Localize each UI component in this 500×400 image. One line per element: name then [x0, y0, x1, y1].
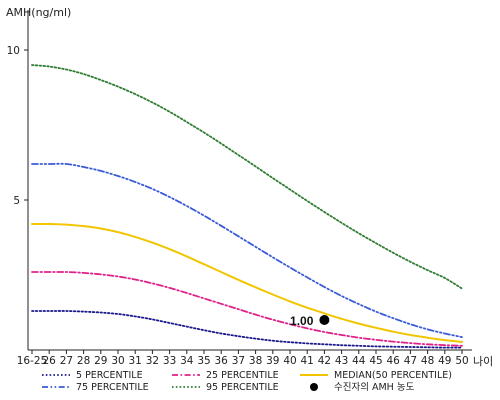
x-axis-title: 나이 [473, 355, 493, 368]
legend-label-patient-amh: 수진자의 AMH 농도 [334, 382, 415, 393]
x-tick-label-45: 45 [369, 355, 382, 367]
x-tick-label-41: 41 [301, 355, 314, 367]
x-tick-label-49: 49 [438, 355, 451, 367]
series-line-95-percentile [31, 64, 463, 290]
patient-amh-value-label: 1.00 [290, 314, 314, 328]
x-tick-label-46: 46 [387, 355, 401, 367]
x-tick-label-38: 38 [249, 355, 262, 367]
legend-label-5-percentile: 5 PERCENTILE [76, 370, 143, 381]
legend-label-95-percentile: 95 PERCENTILE [206, 382, 279, 393]
x-tick-label-30: 30 [111, 355, 124, 367]
x-tick-label-50: 50 [455, 355, 468, 367]
x-tick-label-39: 39 [266, 355, 279, 367]
x-tick-label-26: 26 [43, 355, 57, 367]
series-line-5-percentile [31, 310, 463, 349]
x-tick-label-16-25: 16-25 [17, 355, 48, 367]
legend-swatch-patient-amh [310, 383, 318, 391]
x-tick-label-28: 28 [77, 355, 90, 367]
legend-label-25-percentile: 25 PERCENTILE [206, 370, 279, 381]
y-tick-label-10: 10 [7, 45, 20, 57]
x-tick-label-36: 36 [215, 355, 229, 367]
legend: 5 PERCENTILE 25 PERCENTILE MEDIAN(50 PERCE… [42, 370, 452, 393]
series-line-median-50-percentile [31, 222, 463, 343]
x-tick-label-34: 34 [180, 355, 194, 367]
y-tick-label-5: 5 [13, 195, 20, 207]
x-tick-label-27: 27 [60, 355, 73, 367]
x-tick-label-47: 47 [404, 355, 417, 367]
x-tick-label-29: 29 [94, 355, 107, 367]
legend-label-median-50-percentile: MEDIAN(50 PERCENTILE) [334, 370, 452, 381]
x-tick-label-35: 35 [197, 355, 210, 367]
x-tick-label-43: 43 [335, 355, 348, 367]
series-line-75-percentile [31, 162, 463, 338]
patient-amh-point [319, 315, 330, 325]
x-tick-label-33: 33 [163, 355, 176, 367]
x-tick-label-32: 32 [146, 355, 159, 367]
x-tick-label-44: 44 [352, 355, 366, 367]
x-tick-label-37: 37 [232, 355, 245, 367]
legend-label-75-percentile: 75 PERCENTILE [76, 382, 149, 393]
series-line-25-percentile [31, 271, 463, 347]
y-axis-title: AMH(ng/ml) [6, 6, 71, 19]
x-tick-label-48: 48 [421, 355, 434, 367]
x-tick-label-40: 40 [283, 355, 296, 367]
x-tick-label-42: 42 [318, 355, 331, 367]
x-tick-label-31: 31 [129, 355, 142, 367]
